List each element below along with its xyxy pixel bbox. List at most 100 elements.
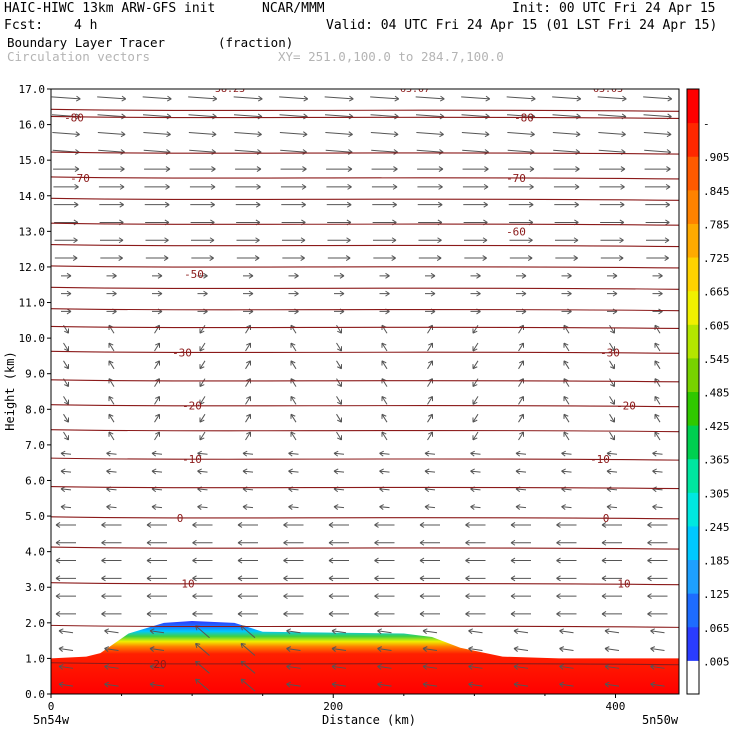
wind-vector — [154, 413, 160, 423]
isotherm-label: 20 — [153, 658, 166, 671]
isotherm-label: -70 — [70, 172, 90, 185]
wind-vector — [370, 113, 399, 120]
wind-vector — [334, 290, 345, 297]
wind-vector — [559, 628, 574, 635]
wind-vector — [151, 468, 163, 475]
wind-vector — [108, 360, 115, 370]
wind-vector — [144, 183, 170, 190]
colorbar-swatch — [687, 290, 699, 325]
wind-vector — [654, 324, 661, 334]
wind-vector — [104, 663, 119, 670]
isotherm-label: -50 — [184, 268, 204, 281]
wind-vector — [645, 237, 670, 244]
wind-vector — [58, 628, 74, 635]
wind-vector — [650, 646, 665, 652]
isotherm-line — [51, 457, 679, 461]
y-tick-label: 12.0 — [19, 261, 46, 274]
colorbar-label: .185 — [703, 555, 730, 568]
wind-vector — [99, 237, 124, 244]
wind-vector — [465, 539, 486, 546]
colorbar-label: .785 — [703, 218, 730, 231]
wind-vector — [381, 431, 388, 441]
colorbar-swatch — [687, 626, 699, 661]
wind-vector — [188, 113, 217, 120]
wind-vector — [63, 431, 69, 441]
wind-vector — [645, 201, 670, 208]
wind-vector — [601, 611, 622, 617]
colorbar-swatch — [687, 189, 699, 224]
wind-vector — [415, 113, 445, 120]
wind-vector — [282, 255, 305, 261]
wind-vector — [53, 183, 79, 190]
wind-vector — [470, 468, 481, 475]
wind-vector — [234, 131, 262, 138]
wind-vector — [516, 290, 527, 297]
wind-vector — [280, 166, 307, 172]
wind-vector — [518, 360, 524, 370]
y-tick-label: 1.0 — [25, 652, 45, 665]
wind-vector — [199, 413, 206, 423]
wind-vector — [465, 557, 486, 564]
wind-vector — [288, 504, 299, 510]
wind-vector — [195, 643, 210, 656]
wind-vector — [104, 646, 119, 652]
isotherm-label: -30 — [600, 346, 620, 359]
isotherm-label: 0 — [603, 512, 610, 525]
wind-vector — [333, 468, 345, 475]
wind-vector — [462, 149, 490, 155]
wind-vector — [374, 593, 395, 600]
colorbar-swatch — [687, 122, 699, 157]
wind-vector — [510, 539, 531, 546]
wind-vector — [647, 575, 668, 582]
isotherm-label: -70 — [506, 172, 526, 185]
wind-vector — [106, 468, 117, 475]
wind-vector — [601, 593, 622, 600]
wind-vector — [327, 255, 351, 261]
wind-vector — [377, 663, 392, 670]
wind-vector — [470, 450, 481, 457]
isotherm-label: -60 — [506, 225, 526, 238]
tracer-field — [51, 621, 679, 694]
wind-vector — [192, 522, 213, 528]
wind-vector — [513, 663, 529, 670]
wind-vector — [509, 255, 533, 261]
wind-vector — [647, 522, 668, 528]
wind-vector — [372, 201, 397, 208]
wind-vector — [327, 237, 351, 244]
wind-vector — [461, 95, 491, 102]
wind-vector — [237, 522, 258, 528]
wind-vector — [288, 272, 299, 279]
isotherm-line — [51, 108, 679, 112]
colorbar-label: .005 — [703, 655, 730, 668]
fcst-value: 4 h — [74, 18, 98, 33]
wind-vector — [650, 681, 665, 688]
wind-vector — [601, 557, 622, 564]
wind-vector — [106, 450, 117, 457]
wind-vector — [555, 255, 578, 261]
wind-vector — [427, 342, 433, 352]
wind-vector — [331, 681, 347, 688]
wind-vector — [197, 290, 208, 297]
wind-vector — [374, 611, 395, 617]
wind-vector — [245, 395, 251, 405]
isotherm-label: -20 — [182, 400, 202, 413]
wind-vector — [552, 131, 581, 138]
wind-vector — [510, 522, 531, 528]
wind-vector — [654, 413, 661, 423]
wind-vector — [507, 131, 535, 138]
wind-vector — [101, 611, 122, 617]
isotherm-label: 0 — [177, 512, 184, 525]
wind-vector — [643, 95, 673, 102]
wind-vector — [151, 504, 163, 510]
wind-vector — [510, 575, 531, 582]
wind-vector — [237, 557, 258, 564]
wind-vector — [145, 255, 169, 261]
wind-vector — [600, 255, 624, 261]
wind-vector — [604, 663, 620, 670]
wind-vector — [417, 183, 443, 190]
isotherm-line — [51, 546, 679, 550]
colorbar-swatch — [687, 156, 699, 191]
wind-vector — [650, 628, 665, 635]
wind-vector — [240, 643, 256, 656]
wind-vector — [144, 201, 170, 208]
